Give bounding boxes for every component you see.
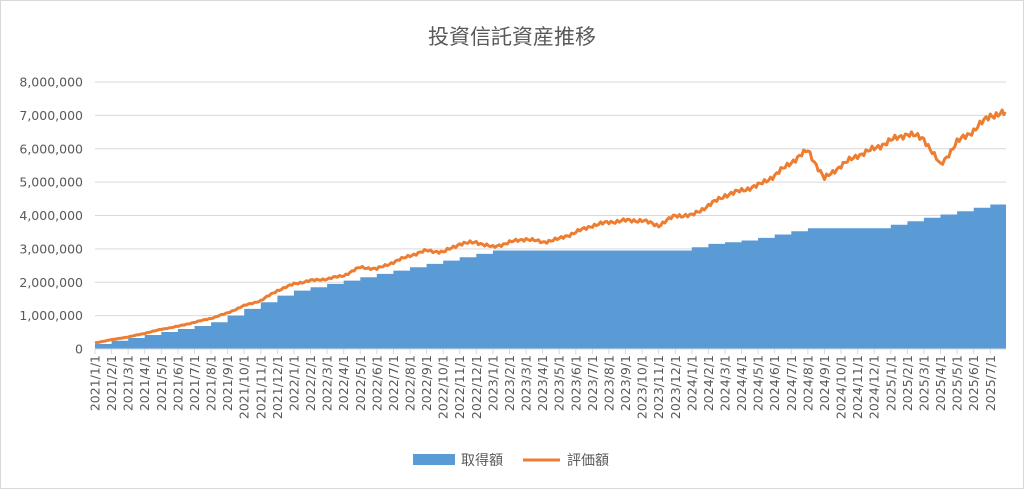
x-tick-label: 2021/3/1 <box>121 355 136 411</box>
y-tick-label: 3,000,000 <box>19 241 83 256</box>
x-tick-label: 2023/1/1 <box>485 355 500 411</box>
y-tick-label: 8,000,000 <box>19 75 83 90</box>
x-tick-label: 2025/2/1 <box>900 355 915 411</box>
x-tick-label: 2021/6/1 <box>170 355 185 411</box>
x-tick-label: 2024/3/1 <box>718 355 733 411</box>
x-tick-label: 2023/2/1 <box>502 355 517 411</box>
y-tick-label: 6,000,000 <box>19 141 83 156</box>
x-tick-label: 2021/5/1 <box>154 355 169 411</box>
x-tick-label: 2021/9/1 <box>220 355 235 411</box>
x-tick-label: 2025/7/1 <box>983 355 998 411</box>
x-tick-label: 2022/1/1 <box>286 355 301 411</box>
valuation-line-layer <box>94 108 1007 345</box>
x-tick-label: 2024/9/1 <box>817 355 832 411</box>
x-tick-label: 2024/5/1 <box>751 355 766 411</box>
legend: 取得額 評価額 <box>413 452 609 469</box>
axes: 0 1,000,000 2,000,000 3,000,000 4,000,000 5,0… <box>19 75 1006 419</box>
y-tick-label: 0 <box>75 342 83 357</box>
x-tick-label: 2025/1/1 <box>883 355 898 411</box>
x-tick-label: 2021/10/1 <box>237 355 252 419</box>
y-tick-label: 1,000,000 <box>19 308 83 323</box>
x-tick-label: 2023/3/1 <box>519 355 534 411</box>
acquisition-area-layer <box>95 204 1006 349</box>
x-tick-label: 2023/4/1 <box>535 355 550 411</box>
x-tick-label: 2022/8/1 <box>403 355 418 411</box>
x-tick-label: 2022/4/1 <box>336 355 351 411</box>
x-tick-label: 2022/7/1 <box>386 355 401 411</box>
x-tick-label: 2024/1/1 <box>684 355 699 411</box>
x-tick-label: 2025/5/1 <box>950 355 965 411</box>
x-tick-label: 2025/6/1 <box>966 355 981 411</box>
x-tick-label: 2023/12/1 <box>668 355 683 419</box>
x-tick-label: 2022/2/1 <box>303 355 318 411</box>
x-tick-label: 2023/10/1 <box>635 355 650 419</box>
y-tick-label: 5,000,000 <box>19 175 83 190</box>
x-tick-label: 2021/4/1 <box>137 355 152 411</box>
x-tick-label: 2022/6/1 <box>369 355 384 411</box>
x-tick-label: 2023/9/1 <box>618 355 633 411</box>
x-tick-label: 2021/12/1 <box>270 355 285 419</box>
x-tick-label: 2025/4/1 <box>933 355 948 411</box>
x-tick-label: 2022/3/1 <box>320 355 335 411</box>
x-tick-label: 2022/12/1 <box>469 355 484 419</box>
x-tick-label: 2024/4/1 <box>734 355 749 411</box>
x-tick-label: 2024/12/1 <box>867 355 882 419</box>
x-tick-label: 2024/7/1 <box>784 355 799 411</box>
x-tick-label: 2023/6/1 <box>568 355 583 411</box>
x-tick-label: 2023/7/1 <box>585 355 600 411</box>
valuation-line <box>94 108 1007 345</box>
y-tick-label: 7,000,000 <box>19 108 83 123</box>
x-tick-label: 2024/2/1 <box>701 355 716 411</box>
x-tick-label: 2022/5/1 <box>353 355 368 411</box>
x-tick-label: 2021/11/1 <box>253 355 268 419</box>
x-tick-label: 2023/11/1 <box>651 355 666 419</box>
chart-title: 投資信託資産推移 <box>428 25 596 49</box>
x-tick-label: 2022/10/1 <box>436 355 451 419</box>
x-tick-label: 2022/11/1 <box>452 355 467 419</box>
x-tick-label: 2024/8/1 <box>800 355 815 411</box>
x-tick-label: 2025/3/1 <box>916 355 931 411</box>
x-tick-label: 2023/5/1 <box>552 355 567 411</box>
y-tick-label: 2,000,000 <box>19 275 83 290</box>
x-tick-label: 2021/7/1 <box>187 355 202 411</box>
legend-swatch-acquisition <box>413 454 455 465</box>
y-tick-label: 4,000,000 <box>19 208 83 223</box>
legend-label-acquisition: 取得額 <box>461 452 503 469</box>
x-tick-label: 2021/1/1 <box>88 355 103 411</box>
x-tick-label: 2023/8/1 <box>601 355 616 411</box>
acquisition-area <box>95 204 1006 349</box>
x-tick-label: 2024/11/1 <box>850 355 865 419</box>
x-tick-label: 2021/2/1 <box>104 355 119 411</box>
x-tick-label: 2021/8/1 <box>204 355 219 411</box>
x-tick-label: 2024/6/1 <box>767 355 782 411</box>
legend-label-valuation: 評価額 <box>567 453 609 469</box>
x-tick-label: 2022/9/1 <box>419 355 434 411</box>
x-tick-label: 2024/10/1 <box>834 355 849 419</box>
